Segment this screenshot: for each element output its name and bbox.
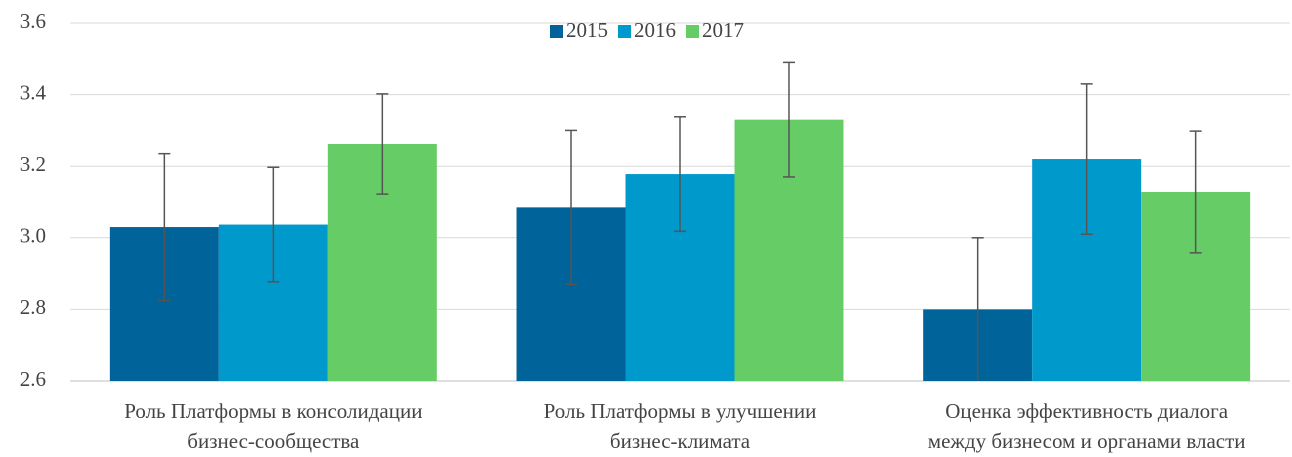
x-tick-label: Роль Платформы в консолидации bbox=[124, 399, 422, 423]
y-tick-label: 3.2 bbox=[20, 152, 46, 176]
legend-label: 2015 bbox=[566, 18, 608, 42]
x-tick-label: бизнес-сообщества bbox=[187, 429, 360, 453]
x-tick-label: между бизнесом и органами власти bbox=[928, 429, 1246, 453]
x-tick-label: бизнес-климата bbox=[610, 429, 751, 453]
y-tick-label: 2.6 bbox=[20, 367, 46, 391]
legend-label: 2016 bbox=[634, 18, 676, 42]
legend-swatch bbox=[686, 25, 699, 38]
x-tick-label: Роль Платформы в улучшении bbox=[544, 399, 817, 423]
x-tick-label: Оценка эффективность диалога bbox=[945, 399, 1229, 423]
legend-swatch bbox=[550, 25, 563, 38]
legend-label: 2017 bbox=[702, 18, 744, 42]
y-tick-label: 3.4 bbox=[20, 80, 47, 104]
y-tick-label: 3.6 bbox=[20, 9, 46, 33]
legend-swatch bbox=[618, 25, 631, 38]
y-tick-label: 3.0 bbox=[20, 224, 46, 248]
y-tick-label: 2.8 bbox=[20, 295, 46, 319]
